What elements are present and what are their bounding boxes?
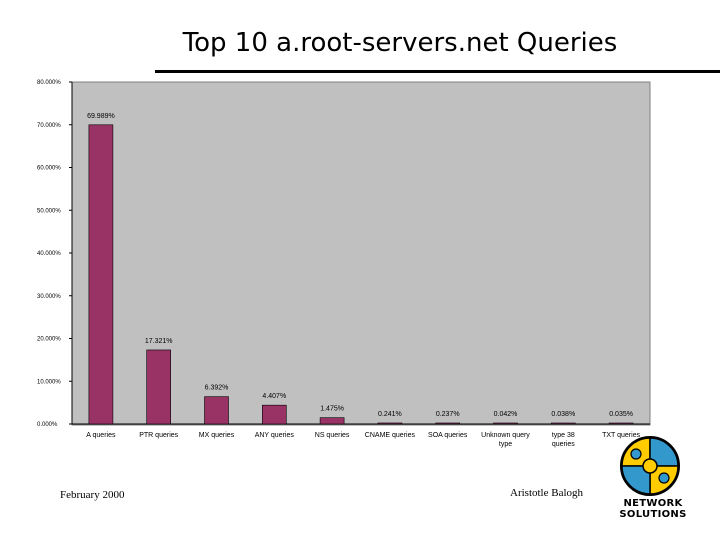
x-tick-label: MX queries	[199, 432, 235, 439]
x-tick-label: queries	[552, 441, 575, 448]
bar	[204, 396, 229, 425]
y-tick-label: 60.000%	[37, 166, 61, 172]
data-label: 0.038%	[551, 411, 575, 418]
bar	[319, 417, 345, 425]
footer-author: Aristotle Balogh	[510, 487, 584, 499]
data-label: 0.241%	[378, 411, 402, 418]
data-label: 0.237%	[436, 411, 460, 418]
x-tick-label: PTR queries	[139, 432, 178, 439]
bar	[550, 422, 576, 425]
logo-wordmark: NETWORK SOLUTIONS	[608, 498, 698, 520]
data-label: 0.035%	[609, 411, 633, 418]
x-tick-label: ANY queries	[255, 432, 295, 439]
bar	[261, 404, 287, 425]
bar	[377, 422, 403, 425]
logo-line-2: SOLUTIONS	[619, 509, 687, 520]
bar	[146, 349, 171, 425]
bar	[88, 124, 114, 425]
y-tick-label: 40.000%	[37, 251, 61, 257]
bar	[608, 422, 634, 425]
y-tick-label: 50.000%	[37, 208, 61, 214]
y-tick-label: 0.000%	[37, 422, 58, 428]
data-label: 1.475%	[320, 406, 344, 413]
x-tick-label: SOA queries	[428, 432, 468, 439]
bar	[493, 422, 518, 425]
x-tick-label: type 38	[552, 432, 575, 439]
data-label: 6.392%	[205, 385, 229, 392]
bar	[435, 422, 461, 425]
x-tick-label: A queries	[86, 432, 116, 439]
footer-date: February 2000	[60, 489, 125, 501]
x-tick-label: type	[499, 441, 512, 448]
network-solutions-logo-icon	[620, 436, 680, 496]
y-tick-label: 70.000%	[37, 123, 61, 129]
slide-title: Top 10 a.root-servers.net Queries	[182, 28, 618, 58]
title-underline	[155, 70, 720, 73]
x-tick-label: CNAME queries	[365, 432, 416, 439]
logo-line-1: NETWORK	[623, 498, 683, 509]
x-tick-label: Unknown query	[481, 432, 530, 439]
data-label: 4.407%	[262, 393, 286, 400]
y-tick-label: 30.000%	[37, 294, 61, 300]
data-label: 17.321%	[145, 338, 173, 345]
data-label: 69.989%	[87, 113, 115, 120]
x-tick-label: NS queries	[315, 432, 350, 439]
y-tick-label: 10.000%	[37, 379, 61, 385]
y-tick-label: 20.000%	[37, 337, 61, 343]
x-tick-label: TXT queries	[602, 432, 640, 439]
y-tick-label: 80.000%	[37, 80, 61, 86]
data-label: 0.042%	[494, 411, 518, 418]
